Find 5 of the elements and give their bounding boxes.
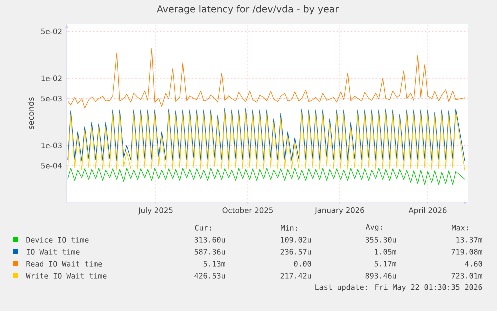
line-series [68,108,466,162]
chart-title: Average latency for /dev/vda - by year [157,5,340,15]
line-series [68,48,466,109]
line-series [68,168,466,186]
line-series [68,111,466,171]
